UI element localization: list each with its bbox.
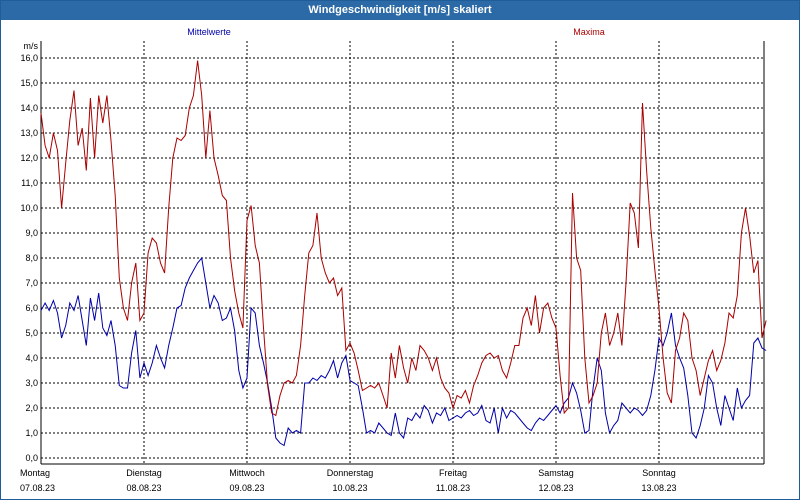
x-tick-day-label: Donnerstag (327, 468, 374, 478)
y-tick-label: 3,0 (25, 378, 38, 388)
y-tick-label: 2,0 (25, 403, 38, 413)
y-tick-label: 14,0 (20, 103, 38, 113)
x-tick-date-label: 13.08.23 (641, 483, 676, 493)
x-tick-date-label: 08.08.23 (126, 483, 161, 493)
x-tick-day-label: Freitag (439, 468, 467, 478)
chart-canvas: 0,0 1,0 2,0 3,0 4,0 5,0 6,0 7,0 8,0 9,0 10,0 11,0 12… (20, 27, 767, 493)
y-tick-label: 4,0 (25, 353, 38, 363)
x-tick-date-label: 09.08.23 (229, 483, 264, 493)
x-tick-day-label: Montag (20, 468, 50, 478)
y-tick-label: 11,0 (21, 178, 38, 188)
y-tick-label: 15,0 (20, 78, 38, 88)
y-tick-label: 12,0 (20, 153, 38, 163)
chart-title: Windgeschwindigkeit [m/s] skaliert (1, 1, 799, 20)
plot-area (41, 41, 764, 464)
legend-entry-mittelwerte: Mittelwerte (187, 27, 231, 37)
y-tick-label: 13,0 (20, 128, 38, 138)
x-tick-date-label: 11.08.23 (436, 483, 470, 493)
x-tick-day-label: Sonntag (642, 468, 676, 478)
legend-entry-maxima: Maxima (573, 27, 605, 37)
y-tick-label: 16,0 (20, 53, 38, 63)
series-line-maxima (40, 60, 767, 417)
y-tick-label: 8,0 (25, 253, 38, 263)
x-tick-day-label: Samstag (538, 468, 574, 478)
y-tick-label: 0,0 (25, 453, 38, 463)
x-tick-date-label: 12.08.23 (538, 483, 573, 493)
y-tick-label: 6,0 (25, 303, 38, 313)
y-tick-label: 10,0 (20, 203, 38, 213)
x-tick-date-label: 10.08.23 (332, 483, 367, 493)
x-tick-day-label: Dienstag (126, 468, 162, 478)
y-tick-label: 1,0 (25, 428, 38, 438)
y-axis-unit-label: m/s (24, 41, 39, 51)
x-tick-day-label: Mittwoch (229, 468, 265, 478)
series-line-mittelwerte (40, 256, 767, 447)
y-tick-label: 5,0 (25, 328, 38, 338)
y-tick-label: 9,0 (25, 228, 38, 238)
y-tick-label: 7,0 (25, 278, 38, 288)
x-tick-date-label: 07.08.23 (20, 483, 55, 493)
